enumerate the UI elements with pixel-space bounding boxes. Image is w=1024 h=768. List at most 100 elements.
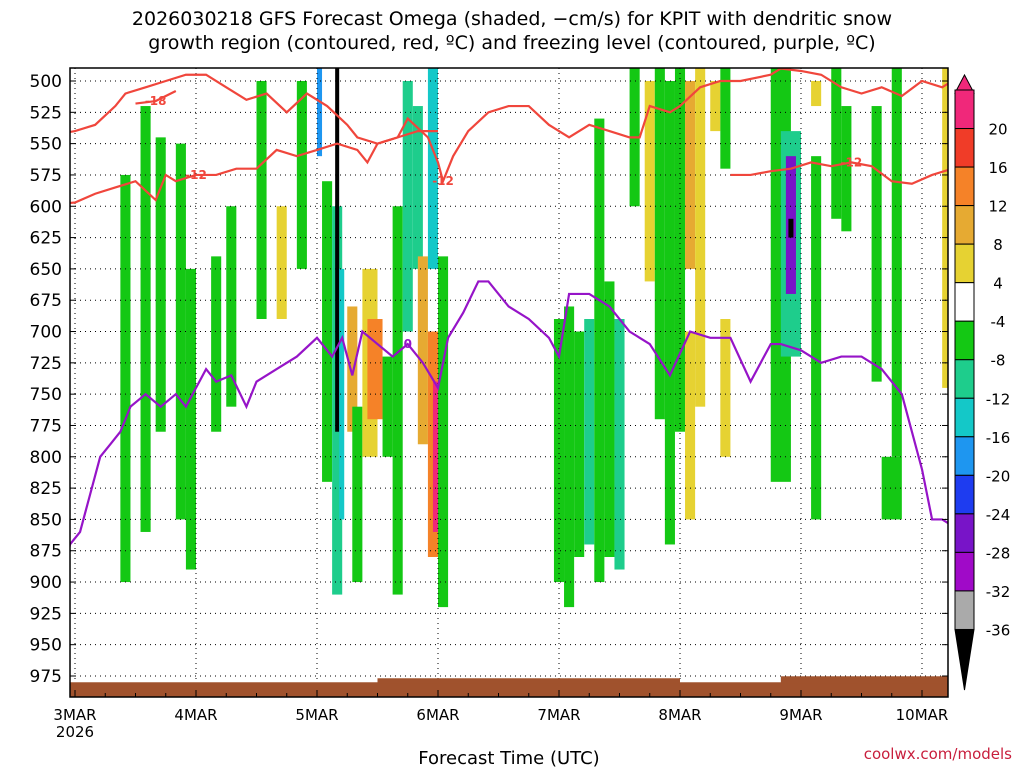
- y-tick-label: 675: [30, 291, 62, 311]
- contour-line: [70, 130, 438, 205]
- omega-cell: [402, 81, 413, 332]
- colorbar-label: 4: [993, 275, 1003, 293]
- colorbar: 20 16 12 8 4 -4 -8 -12 -16 -20 -24 -28 -32 -36: [954, 73, 1011, 691]
- colorbar-label: -24: [986, 506, 1011, 524]
- x-tick-label: 4MAR: [174, 706, 217, 724]
- colorbar-label: 12: [988, 198, 1007, 216]
- omega-cell: [382, 356, 393, 457]
- colorbar-bottom-arrow: [954, 628, 975, 691]
- omega-cell: [604, 281, 615, 557]
- y-tick-label: 575: [30, 166, 62, 186]
- x-axis-label: Forecast Time (UTC): [418, 748, 599, 768]
- x-tick-label: 7MAR: [537, 706, 580, 724]
- omega-cell: [427, 68, 438, 269]
- y-tick-label: 900: [30, 573, 62, 593]
- contour-label: -18: [145, 94, 167, 108]
- contour-label: 0: [404, 337, 412, 351]
- y-tick-label: 825: [30, 479, 62, 499]
- colorbar-swatch: [954, 474, 975, 515]
- y-tick-label: 500: [30, 72, 62, 92]
- omega-cell: [438, 256, 449, 608]
- colorbar-label: -4: [991, 313, 1006, 331]
- omega-cell: [881, 456, 902, 520]
- contour-line: [730, 161, 948, 185]
- omega-cell: [710, 81, 721, 132]
- x-tick-label: 6MAR: [416, 706, 459, 724]
- y-tick-label: 550: [30, 135, 62, 155]
- y-tick-label: 650: [30, 260, 62, 280]
- colorbar-label: -12: [986, 390, 1011, 408]
- x-tick-label: 5MAR: [295, 706, 338, 724]
- omega-cell: [417, 256, 428, 445]
- x-tick-label: 8MAR: [658, 706, 701, 724]
- y-tick-label: 525: [30, 103, 62, 123]
- colorbar-label: 16: [988, 159, 1007, 177]
- colorbar-label: -16: [986, 429, 1011, 447]
- omega-cell: [367, 319, 383, 420]
- colorbar-label: -20: [986, 467, 1011, 485]
- y-tick-label: 775: [30, 416, 62, 436]
- omega-cell: [574, 331, 585, 557]
- colorbar-swatch: [954, 166, 975, 207]
- omega-cell: [185, 268, 196, 570]
- omega-cell: [811, 156, 822, 520]
- omega-cell: [155, 137, 166, 432]
- colorbar-label: 8: [993, 236, 1003, 254]
- contour-line: [135, 90, 177, 105]
- y-tick-label: 850: [30, 510, 62, 530]
- colorbar-swatch: [954, 513, 975, 553]
- colorbar-label: -32: [986, 583, 1011, 601]
- contour-line: [70, 68, 948, 185]
- omega-cell: [352, 406, 363, 583]
- y-tick-label: 975: [30, 667, 62, 687]
- omega-cell: [584, 319, 595, 545]
- colorbar-label: -8: [991, 352, 1006, 370]
- omega-cell: [674, 68, 686, 432]
- y-tick-label: 625: [30, 229, 62, 249]
- plot-frame: [69, 67, 949, 698]
- y-tick-label: 725: [30, 354, 62, 374]
- y-tick-label: 800: [30, 448, 62, 468]
- omega-cell: [831, 68, 842, 219]
- colorbar-label: 20: [988, 121, 1007, 139]
- x-tick-label: 10MAR: [896, 706, 949, 724]
- x-tick-label: 3MAR: [53, 706, 96, 724]
- omega-cell: [720, 68, 731, 169]
- omega-cell: [317, 68, 323, 157]
- omega-cell: [720, 319, 731, 457]
- colorbar-swatch: [954, 397, 975, 438]
- omega-cell: [427, 331, 438, 557]
- omega-cell: [871, 106, 882, 382]
- omega-cell: [644, 81, 655, 282]
- y-tick-label: 925: [30, 604, 62, 624]
- omega-cell: [654, 68, 665, 420]
- colorbar-swatch: [954, 243, 975, 284]
- omega-cell: [942, 68, 948, 388]
- x-tick-label: 9MAR: [779, 706, 822, 724]
- omega-cell: [432, 381, 441, 532]
- colorbar-swatch: [954, 436, 975, 476]
- chart-title-line1: 2026030218 GFS Forecast Omega (shaded, −…: [132, 8, 892, 30]
- omega-cell: [841, 106, 852, 232]
- omega-cell: [256, 81, 267, 319]
- colorbar-swatch: [954, 320, 975, 361]
- colorbar-swatch: [954, 359, 975, 399]
- axes: 500 525 550 575 600 625 650 675 700 725 750 775 800 8…: [30, 67, 949, 741]
- omega-cell: [614, 319, 625, 570]
- y-tick-label: 950: [30, 636, 62, 656]
- omega-cell: [296, 81, 307, 269]
- omega-cell: [412, 106, 423, 269]
- y-tick-label: 875: [30, 542, 62, 562]
- contour-label: -12: [432, 174, 454, 188]
- contour-label: -12: [841, 155, 863, 169]
- omega-cell: [347, 306, 358, 432]
- terrain-band: [70, 682, 948, 697]
- omega-cell: [788, 218, 794, 238]
- contour-label: -12: [185, 168, 207, 182]
- omega-cell: [211, 256, 222, 432]
- colorbar-swatch: [954, 89, 975, 130]
- colorbar-swatch: [954, 590, 975, 630]
- omega-cell: [339, 268, 345, 520]
- chart-title-line2: growth region (contoured, red, ºC) and f…: [148, 32, 875, 54]
